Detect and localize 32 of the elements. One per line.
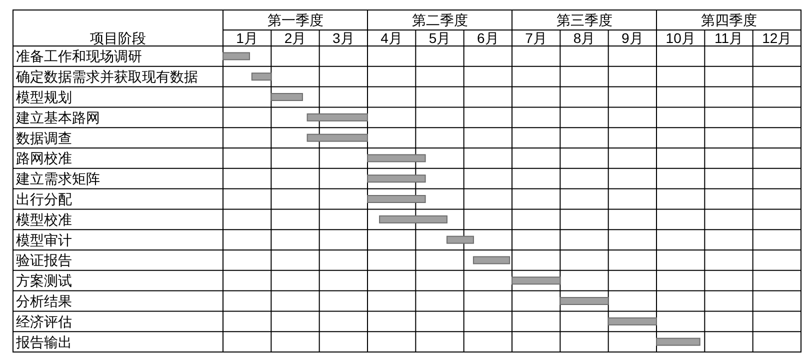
y-axis-title: 项目阶段	[90, 30, 146, 46]
y-tick-label: 方案测试	[16, 272, 72, 289]
x-tick-label: 7月	[525, 30, 547, 46]
x-tick-label: 11月	[714, 30, 744, 46]
x-tick-label: 8月	[573, 30, 596, 46]
text: 第一季度	[267, 12, 324, 28]
y-tick-label: 准备工作和现场调研	[16, 48, 142, 64]
y-tick-label: 出行分配	[16, 191, 72, 207]
text: 第四季度	[700, 12, 757, 28]
y-tick-label: 经济评估	[16, 313, 72, 330]
y-tick-label: 确定数据需求并获取现有数据	[15, 68, 198, 85]
y-tick-label: 分析结果	[16, 293, 72, 309]
y-tick-label: 模型规划	[16, 89, 72, 105]
y-tick-label: 建立需求矩阵	[15, 170, 100, 187]
y-tick-label: 模型审计	[16, 232, 72, 248]
x-tick-label: 4月	[380, 30, 402, 46]
x-tick-label: 2月	[284, 30, 306, 46]
x-tick-label: 9月	[622, 30, 644, 46]
y-tick-label: 路网校准	[16, 150, 72, 166]
text: 第三季度	[556, 12, 612, 28]
x-tick-label: 1月	[236, 30, 258, 46]
y-tick-label: 模型校准	[16, 211, 72, 228]
y-tick-label: 数据调查	[16, 130, 72, 146]
x-tick-label: 6月	[477, 30, 499, 46]
x-tick-label: 12月	[762, 30, 792, 46]
x-tick-label: 3月	[332, 30, 354, 46]
x-tick-label: 10月	[666, 30, 696, 46]
y-tick-label: 验证报告	[16, 252, 72, 268]
y-tick-label: 报告输出	[15, 334, 72, 350]
text: 第二季度	[412, 12, 468, 28]
x-tick-label: 5月	[428, 30, 451, 46]
y-tick-label: 建立基本路网	[15, 109, 100, 126]
